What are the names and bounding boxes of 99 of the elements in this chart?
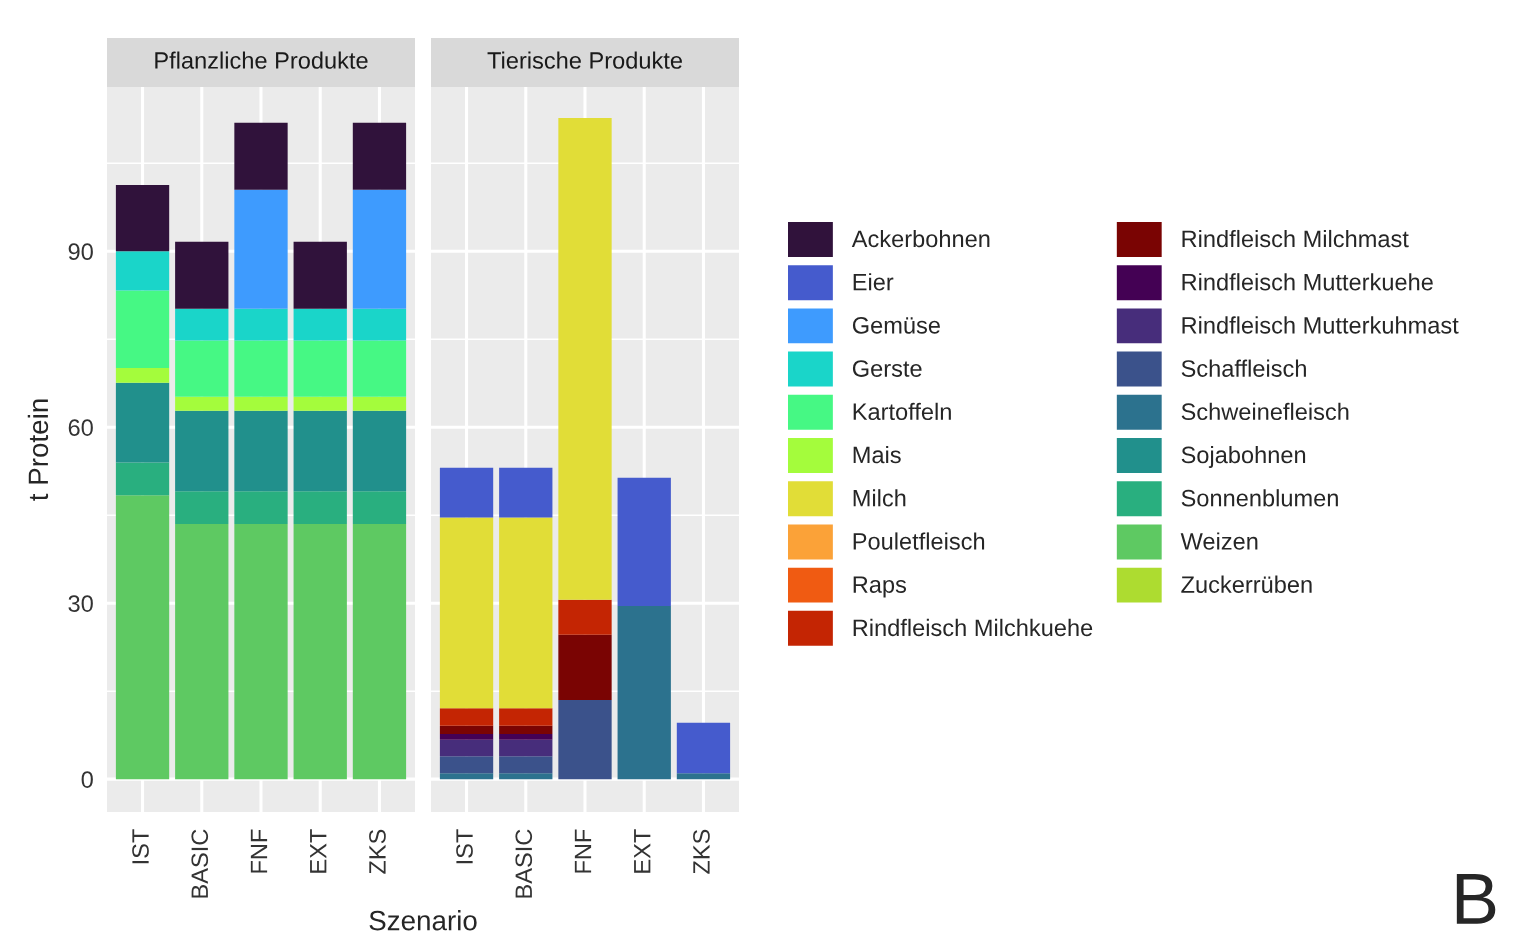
bar: [293, 340, 347, 397]
bar: [558, 634, 612, 700]
legend-label: Ackerbohnen: [851, 229, 990, 248]
bar: [293, 410, 347, 492]
bar: [439, 756, 494, 774]
bar: [352, 396, 407, 411]
legend-label: Eier: [853, 273, 894, 291]
bar: [499, 739, 553, 757]
y-tick-label: 30: [68, 595, 93, 612]
bar: [439, 517, 494, 709]
y-tick-label: 0: [81, 771, 93, 788]
bar: [175, 396, 229, 411]
legend-label: Schweinefleisch: [1181, 402, 1349, 421]
bar: [293, 241, 347, 309]
bar: [234, 122, 288, 190]
bar: [293, 396, 347, 411]
bar: [175, 410, 229, 492]
legend-label: Schaffleisch: [1181, 359, 1306, 377]
bar: [115, 290, 170, 368]
bar: [439, 708, 494, 726]
legend-label: Sonnenblumen: [1181, 489, 1338, 507]
bar: [293, 523, 347, 780]
legend-label: Rindfleisch Mutterkuhmast: [1182, 316, 1459, 334]
legend-label: Gemüse: [852, 316, 940, 334]
legend-label: Rindfleisch Mutterkuehe: [1182, 273, 1433, 291]
x-tick-label: IST: [132, 829, 149, 864]
chart-title: Tierische Produkte: [487, 51, 682, 69]
bar: [234, 410, 288, 492]
bar: [617, 606, 671, 780]
x-tick-label: FNF: [574, 829, 592, 873]
bar: [499, 756, 553, 774]
bar: [115, 462, 170, 496]
legend-label: Mais: [853, 445, 901, 464]
legend-label: Rindfleisch Milchkuehe: [853, 618, 1093, 637]
y-axis-title: t Protein: [27, 399, 49, 501]
bar: [115, 382, 170, 463]
bar: [175, 241, 229, 309]
x-tick-label: IST: [456, 829, 473, 864]
bar: [175, 308, 229, 341]
bar: [234, 396, 288, 411]
bar: [115, 367, 170, 383]
bar: [558, 699, 612, 780]
x-tick-label: BASIC: [515, 829, 533, 898]
x-tick-label: FNF: [250, 829, 268, 873]
bar: [293, 491, 347, 524]
bar: [115, 184, 170, 252]
legend-label: Milch: [853, 489, 906, 507]
bar: [352, 308, 407, 341]
bar: [234, 189, 288, 309]
legend-label: Kartoffeln: [853, 402, 951, 421]
bar: [115, 495, 170, 780]
x-tick-label: BASIC: [191, 829, 209, 898]
x-axis-title: Szenario: [369, 910, 477, 931]
legend-label: Rindfleisch Milchmast: [1182, 229, 1409, 248]
bar: [499, 517, 553, 709]
bar: [352, 410, 407, 492]
bar: [234, 523, 288, 780]
bar: [175, 523, 229, 780]
legend-label: Weizen: [1180, 532, 1258, 550]
bar: [676, 773, 731, 780]
chart-title: Pflanzliche Produkte: [155, 51, 368, 69]
legend-label: Pouletfleisch: [853, 532, 985, 550]
bar: [617, 477, 671, 607]
y-tick-label: 60: [68, 419, 93, 436]
bar: [234, 491, 288, 524]
bar: [499, 467, 553, 518]
bar: [352, 122, 407, 190]
legend-label: Sojabohnen: [1181, 445, 1306, 468]
bar: [352, 491, 407, 524]
bar: [175, 491, 229, 524]
bar: [352, 189, 407, 309]
bar: [439, 773, 494, 780]
bar: [175, 340, 229, 397]
bar: [499, 773, 553, 780]
bar: [499, 725, 553, 734]
bar: [115, 251, 170, 291]
bar: [439, 467, 494, 518]
bar: [439, 725, 494, 734]
x-tick-label: EXT: [634, 829, 651, 873]
y-tick-label: 90: [68, 243, 93, 261]
x-tick-label: ZKS: [693, 829, 710, 874]
bar: [558, 599, 612, 635]
x-tick-label: EXT: [310, 829, 327, 873]
legend-label: Gerste: [852, 360, 922, 377]
bar: [499, 708, 553, 726]
bar: [234, 340, 288, 397]
bar: [293, 308, 347, 341]
x-tick-label: ZKS: [369, 829, 386, 874]
bar: [499, 733, 553, 740]
bar: [439, 733, 494, 740]
bar: [558, 118, 612, 600]
bar: [439, 739, 494, 757]
legend-label: Zuckerrüben: [1181, 575, 1312, 593]
legend-label: Raps: [853, 576, 907, 598]
bar: [676, 722, 731, 774]
text: B: [1456, 873, 1496, 924]
bar: [352, 523, 407, 780]
bar: [234, 308, 288, 341]
bar: [352, 340, 407, 397]
